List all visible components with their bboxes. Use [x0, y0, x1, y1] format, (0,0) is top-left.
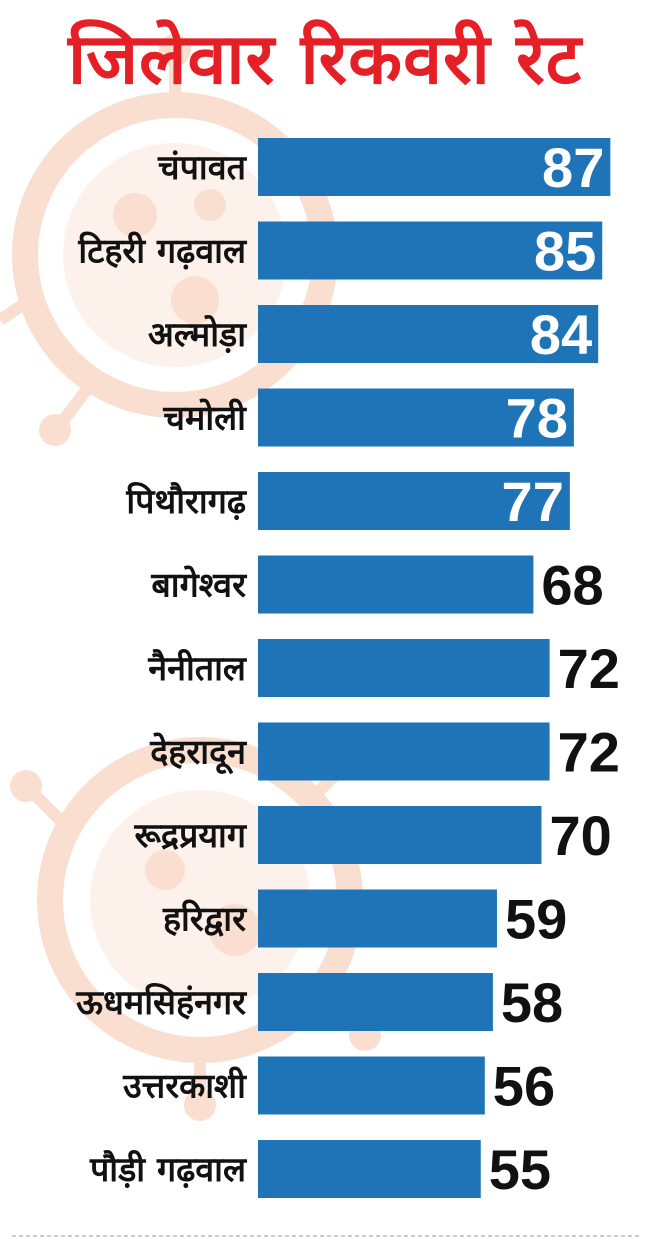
bar-7	[258, 639, 550, 697]
category-label-12: उत्तरकाशी	[122, 1066, 247, 1107]
category-label-11: ऊधमसिहंनगर	[75, 982, 247, 1023]
bar-9	[258, 806, 542, 864]
category-label-13: पौड़ी गढ़वाल	[89, 1149, 248, 1190]
virus-watermark-icon	[0, 34, 381, 1121]
bar-11	[258, 973, 493, 1031]
bar-13	[258, 1140, 481, 1198]
chart-title: जिलेवार रिकवरी रेट	[67, 18, 583, 100]
value-label-9: 70	[550, 804, 612, 867]
category-label-9: रूद्रप्रयाग	[134, 816, 248, 856]
value-label-3: 84	[530, 303, 592, 366]
value-label-8: 72	[558, 721, 620, 784]
category-label-6: बागेश्वर	[150, 565, 247, 606]
value-label-6: 68	[541, 554, 603, 617]
bars-layer	[258, 138, 611, 1198]
value-label-13: 55	[489, 1138, 551, 1201]
category-label-1: चंपावत	[157, 148, 248, 188]
value-label-11: 58	[501, 971, 563, 1034]
value-label-2: 85	[534, 220, 596, 283]
bar-8	[258, 722, 550, 781]
bar-12	[258, 1056, 485, 1115]
bar-1	[258, 138, 611, 196]
category-label-5: पिथौरागढ़	[125, 481, 248, 522]
value-label-4: 78	[506, 387, 568, 450]
category-label-7: नैनीताल	[147, 648, 248, 689]
category-label-10: हरिद्वार	[162, 899, 247, 940]
value-labels: 87 85 84 78 77 68 72 72 70 59 58 56 55	[489, 136, 620, 1201]
value-label-1: 87	[542, 136, 604, 199]
value-label-7: 72	[558, 637, 620, 700]
category-labels: चंपावत टिहरी गढ़वाल अल्मोड़ा चमोली पिथौरागढ़…	[75, 148, 248, 1190]
bar-4	[258, 388, 574, 447]
bar-10	[258, 889, 497, 948]
value-label-5: 77	[502, 470, 564, 533]
category-label-8: देहरादून	[149, 732, 247, 775]
bar-6	[258, 555, 534, 614]
value-label-10: 59	[505, 888, 567, 951]
category-label-4: चमोली	[162, 398, 247, 439]
bar-5	[258, 472, 570, 530]
bar-2	[258, 221, 603, 280]
category-label-3: अल्मोड़ा	[148, 314, 247, 355]
bar-3	[258, 305, 599, 363]
category-label-2: टिहरी गढ़वाल	[77, 231, 248, 272]
value-label-12: 56	[493, 1055, 555, 1118]
